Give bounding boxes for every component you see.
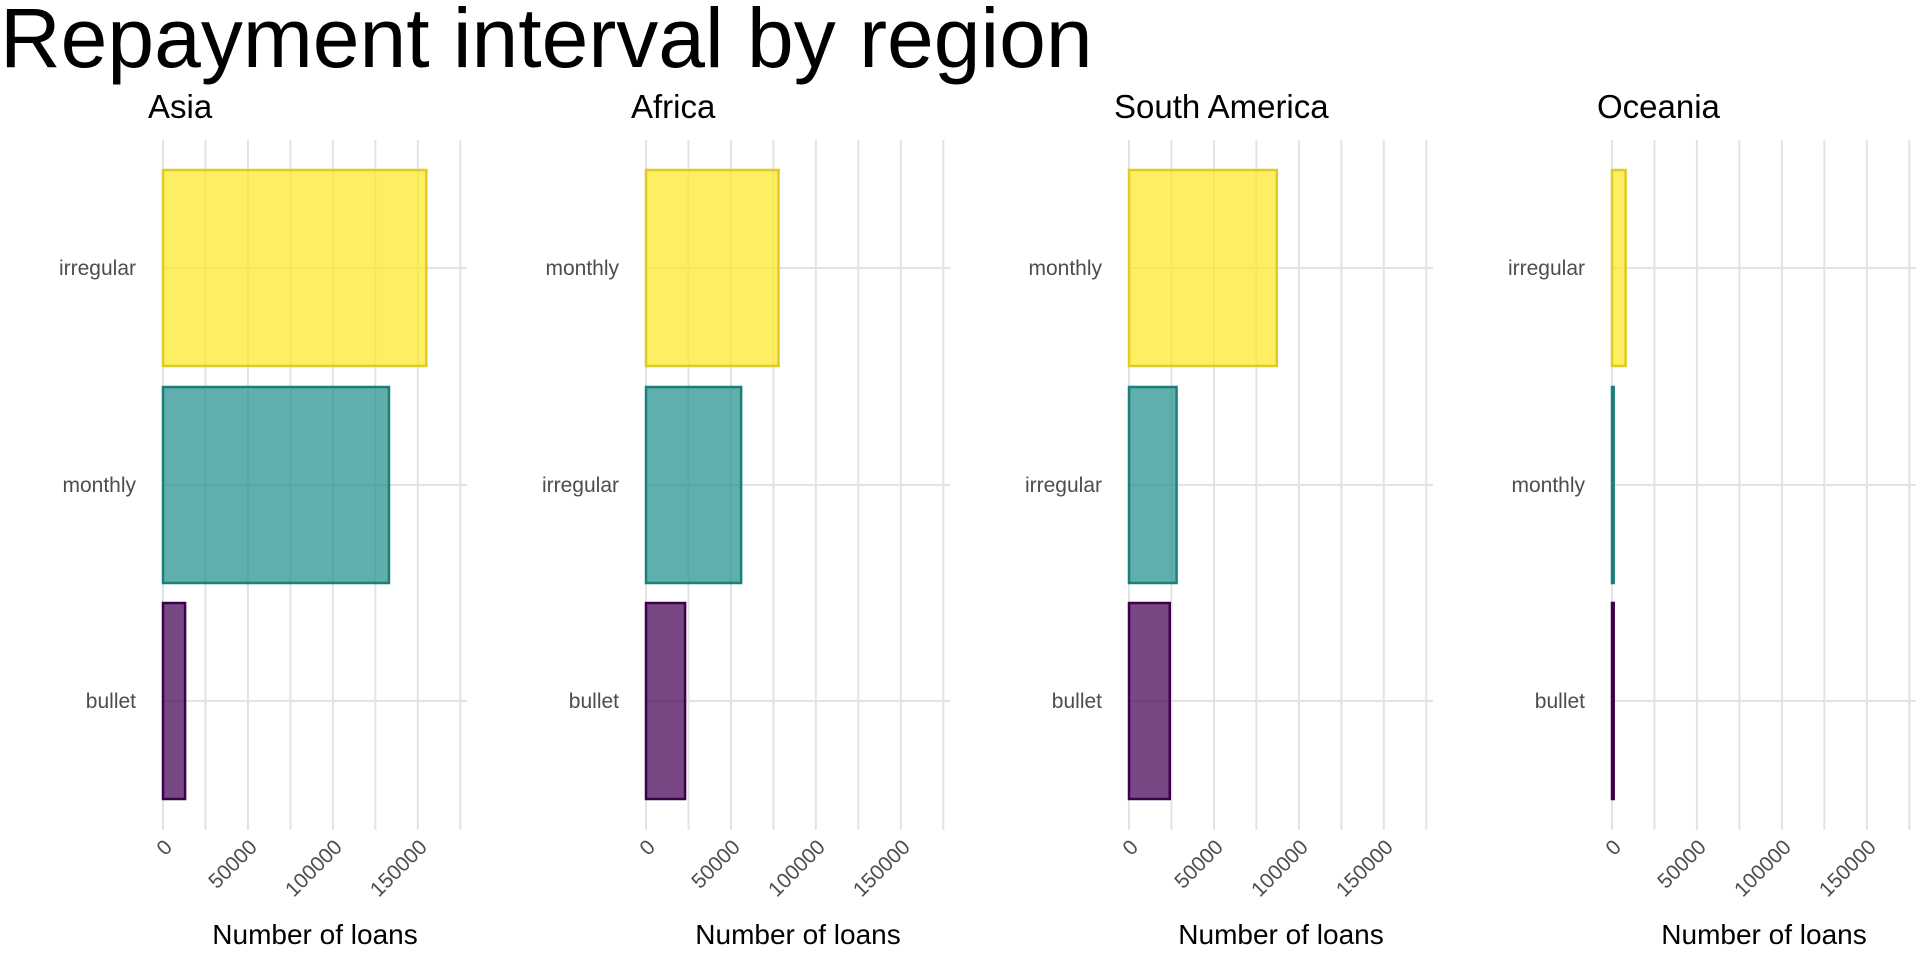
x-tick-label: 50000: [1653, 836, 1711, 894]
y-tick-label: irregular: [1508, 257, 1585, 280]
y-tick-label: irregular: [1025, 474, 1102, 497]
facet-title: Oceania: [1597, 88, 1721, 125]
chart-title: Repayment interval by region: [0, 0, 1093, 85]
bar-irregular: [161, 168, 428, 368]
bar-bullet: [161, 601, 187, 801]
y-tick-label: bullet: [86, 690, 136, 713]
x-tick-label: 150000: [366, 836, 432, 902]
y-tick-label: bullet: [1535, 690, 1585, 713]
x-tick-label: 150000: [849, 836, 915, 902]
bar-irregular: [1127, 385, 1178, 585]
bar-irregular: [644, 385, 743, 585]
x-tick-label: 150000: [1332, 836, 1398, 902]
bar-bullet: [1127, 601, 1172, 801]
x-axis-title: Number of loans: [1661, 919, 1866, 950]
bar-bullet: [1610, 601, 1615, 801]
bar-monthly: [644, 168, 780, 368]
y-tick-label: monthly: [1511, 474, 1585, 497]
x-tick-label: 0: [635, 836, 660, 861]
bar-monthly: [1610, 385, 1615, 585]
x-axis-title: Number of loans: [212, 919, 417, 950]
x-tick-label: 100000: [281, 836, 347, 902]
y-tick-label: irregular: [59, 257, 136, 280]
y-tick-label: monthly: [545, 257, 619, 280]
facet-title: South America: [1114, 88, 1329, 125]
bar-bullet: [644, 601, 687, 801]
x-axis-title: Number of loans: [695, 919, 900, 950]
x-tick-label: 0: [1601, 836, 1626, 861]
x-tick-label: 0: [1118, 836, 1143, 861]
x-axis-title: Number of loans: [1178, 919, 1383, 950]
y-tick-label: monthly: [62, 474, 136, 497]
bar-irregular: [1610, 168, 1627, 368]
y-tick-label: bullet: [569, 690, 619, 713]
bar-monthly: [1127, 168, 1279, 368]
x-tick-label: 50000: [1170, 836, 1228, 894]
facet-title: Africa: [631, 88, 716, 125]
y-tick-label: irregular: [542, 474, 619, 497]
x-tick-label: 150000: [1815, 836, 1881, 902]
x-tick-label: 0: [152, 836, 177, 861]
x-tick-label: 100000: [1247, 836, 1313, 902]
x-tick-label: 100000: [1730, 836, 1796, 902]
x-tick-label: 50000: [204, 836, 262, 894]
x-tick-label: 100000: [764, 836, 830, 902]
y-tick-label: bullet: [1052, 690, 1102, 713]
x-tick-label: 50000: [687, 836, 745, 894]
bar-monthly: [161, 385, 391, 585]
y-tick-label: monthly: [1028, 257, 1102, 280]
facet-title: Asia: [148, 88, 213, 125]
